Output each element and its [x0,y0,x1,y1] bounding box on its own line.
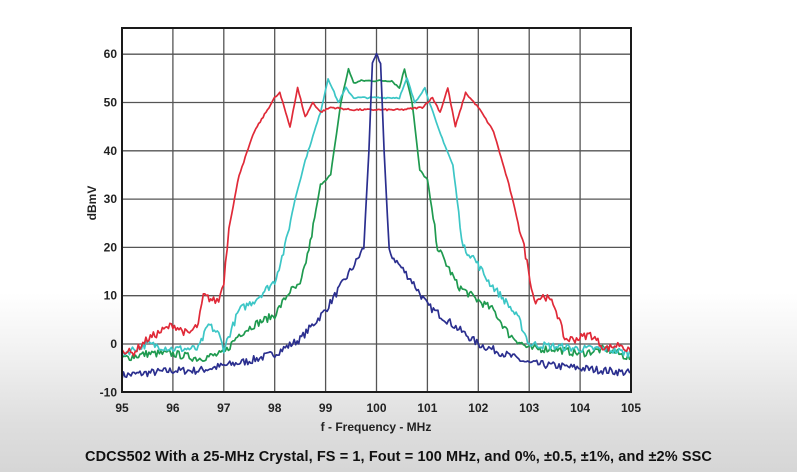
y-tick-label: -10 [100,385,118,399]
series-line-3 [121,86,632,357]
series-line-0 [121,52,632,380]
x-tick-label: 100 [366,401,386,415]
x-tick-label: 102 [468,401,488,415]
plot-frame [121,27,632,393]
y-tick-label: 40 [104,144,118,158]
y-tick-label: 10 [104,289,118,303]
series-line-1 [121,67,632,362]
y-tick-label: 50 [104,96,118,110]
y-tick-label: 20 [104,240,118,254]
x-tick-label: 103 [519,401,539,415]
x-tick-label: 101 [417,401,437,415]
x-axis-ticks: 95 96 97 98 99 100 101 102 103 104 105 [115,401,641,415]
x-tick-label: 98 [268,401,282,415]
x-tick-label: 99 [319,401,333,415]
figure-caption: CDCS502 With a 25-MHz Crystal, FS = 1, F… [85,449,712,465]
y-tick-label: 60 [104,47,118,61]
y-tick-label: 0 [110,337,117,351]
series-line-2 [121,77,632,358]
x-tick-label: 96 [166,401,180,415]
x-axis-label: f - Frequency - MHz [321,420,432,434]
y-axis-label: dBmV [85,186,99,221]
y-tick-label: 30 [104,192,118,206]
y-axis-ticks: -10 0 10 20 30 40 50 60 [100,47,118,399]
x-tick-label: 97 [217,401,231,415]
data-series [121,52,632,380]
x-tick-label: 95 [115,401,129,415]
x-tick-label: 105 [621,401,641,415]
x-tick-label: 104 [570,401,590,415]
